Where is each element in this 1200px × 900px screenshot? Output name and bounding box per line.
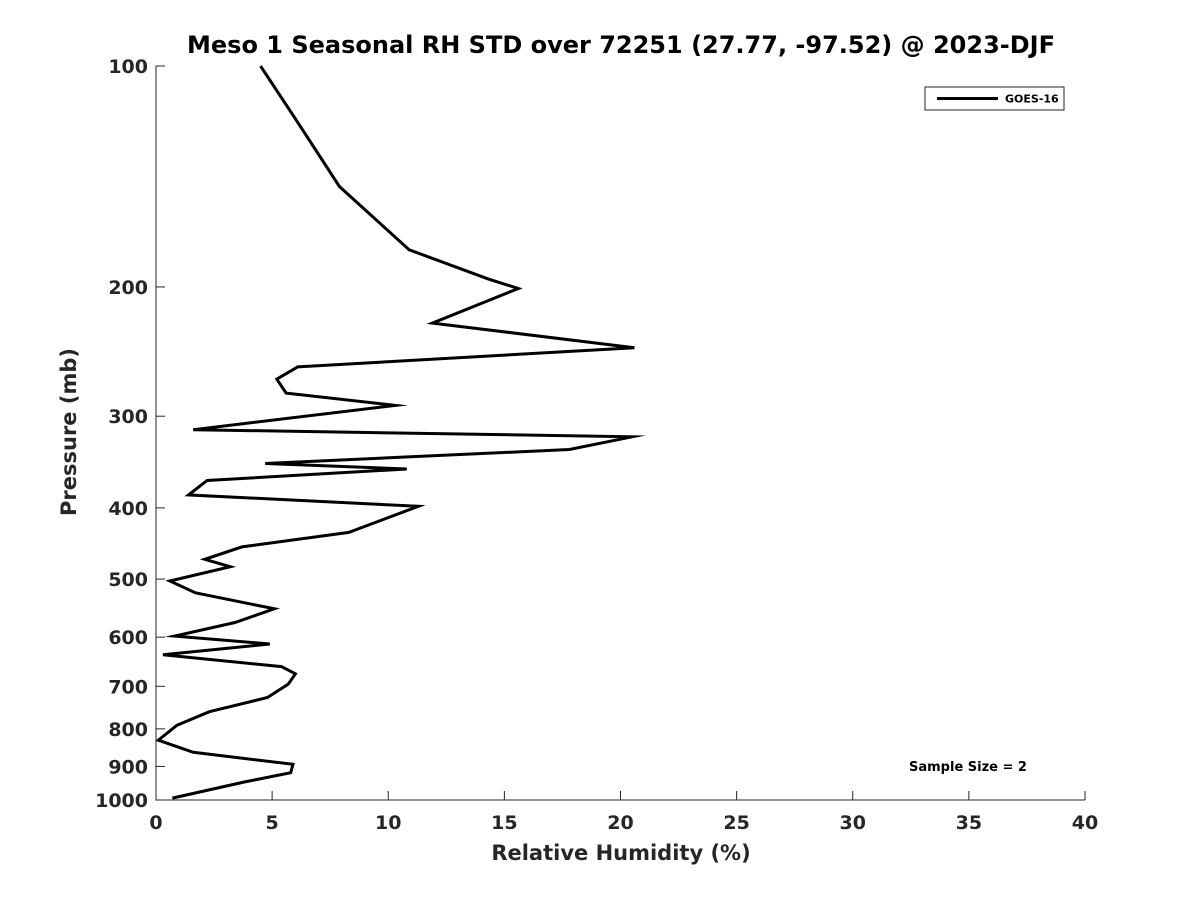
x-tick-label: 25 — [723, 812, 749, 834]
legend-label: GOES-16 — [1005, 93, 1059, 106]
x-tick-label: 20 — [607, 812, 633, 834]
y-tick-label: 600 — [108, 627, 148, 649]
series-line-goes-16 — [155, 65, 646, 800]
y-tick-label: 800 — [108, 719, 148, 741]
axis-frame — [155, 66, 1085, 801]
x-tick-label: 15 — [491, 812, 517, 834]
x-tick-label: 5 — [266, 812, 279, 834]
y-tick-label: 900 — [108, 756, 148, 778]
x-tick-label: 40 — [1072, 812, 1098, 834]
y-tick-label: 700 — [108, 676, 148, 698]
y-tick-label: 200 — [108, 277, 148, 299]
y-tick-label: 300 — [108, 406, 148, 428]
x-tick-label: 0 — [149, 812, 162, 834]
y-axis-label: Pressure (mb) — [57, 348, 81, 516]
plot-area: 0 5 10 15 20 25 30 35 40 100 200 300 400 500 600 700 80… — [95, 56, 1098, 834]
x-tick-label: 30 — [840, 812, 866, 834]
y-tick-label: 1000 — [95, 790, 148, 812]
chart-title: Meso 1 Seasonal RH STD over 72251 (27.77… — [187, 31, 1055, 59]
series-group — [155, 65, 646, 800]
x-axis-ticks: 0 5 10 15 20 25 30 35 40 — [149, 791, 1098, 834]
sample-size-annotation: Sample Size = 2 — [909, 760, 1027, 775]
x-axis-label: Relative Humidity (%) — [491, 841, 750, 865]
y-tick-label: 500 — [108, 569, 148, 591]
y-axis-ticks: 100 200 300 400 500 600 700 800 900 1000 — [95, 56, 165, 812]
y-tick-label: 100 — [108, 56, 148, 78]
legend: GOES-16 — [924, 86, 1065, 111]
x-tick-label: 35 — [956, 812, 982, 834]
y-tick-label: 400 — [108, 498, 148, 520]
x-tick-label: 10 — [375, 812, 401, 834]
